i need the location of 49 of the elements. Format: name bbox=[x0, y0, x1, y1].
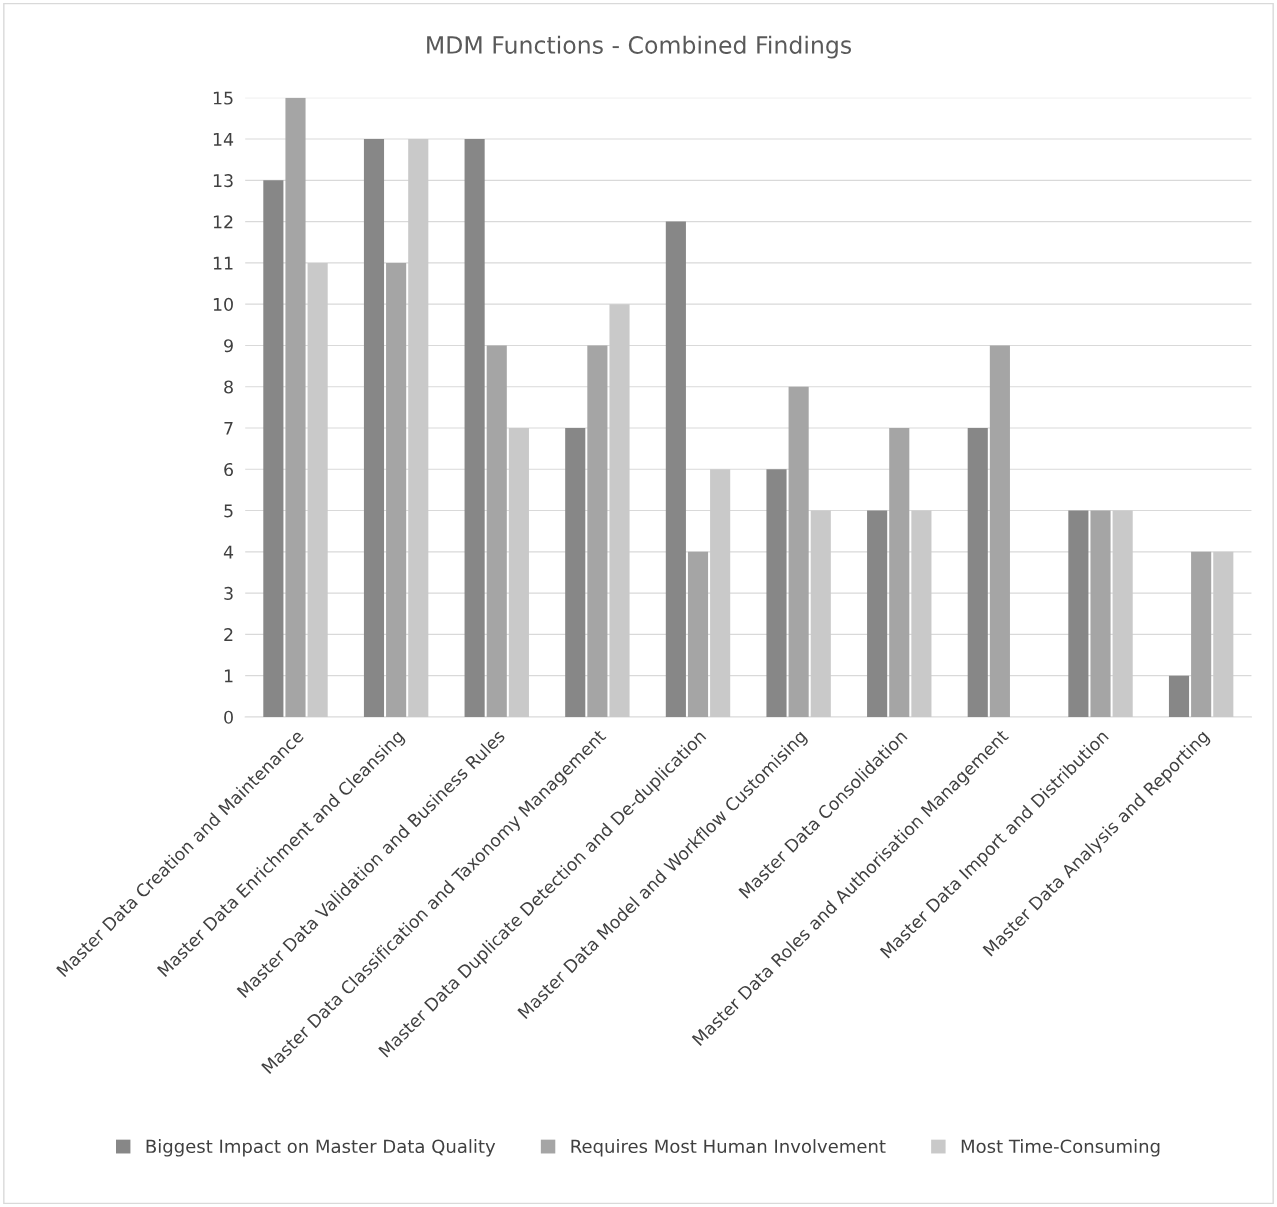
y-tick-label: 9 bbox=[224, 339, 233, 353]
y-tick-label: 6 bbox=[224, 462, 233, 477]
bar bbox=[1213, 551, 1234, 717]
bar bbox=[565, 428, 586, 717]
bar bbox=[1191, 551, 1212, 717]
bar bbox=[989, 345, 1010, 717]
y-tick-label: 8 bbox=[224, 380, 233, 394]
legend-label: Most Time-Consuming bbox=[961, 1139, 1160, 1157]
bar bbox=[263, 180, 284, 717]
bar bbox=[464, 139, 485, 717]
legend-label: Biggest Impact on Master Data Quality bbox=[146, 1139, 496, 1157]
y-tick-label: 1 bbox=[224, 669, 233, 683]
chart-title: MDM Functions - Combined Findings bbox=[427, 35, 852, 59]
bar bbox=[766, 469, 787, 717]
bar bbox=[508, 428, 529, 717]
bar bbox=[408, 139, 429, 717]
bar bbox=[1090, 510, 1111, 717]
bar bbox=[967, 428, 988, 717]
bar bbox=[889, 428, 910, 717]
bar bbox=[710, 469, 731, 717]
bar bbox=[307, 262, 328, 717]
bar bbox=[363, 139, 385, 717]
y-tick-label: 2 bbox=[224, 628, 233, 641]
y-tick-label: 3 bbox=[224, 586, 233, 600]
y-tick-label: 12 bbox=[213, 215, 233, 229]
bar bbox=[587, 345, 608, 717]
bar bbox=[810, 510, 831, 717]
bar bbox=[285, 97, 306, 717]
bar bbox=[486, 345, 507, 717]
bar bbox=[1168, 675, 1190, 717]
bar bbox=[788, 386, 809, 717]
bar bbox=[609, 304, 630, 717]
bar bbox=[665, 221, 686, 717]
bar bbox=[386, 262, 407, 717]
y-tick-label: 13 bbox=[213, 174, 233, 188]
bar bbox=[911, 510, 932, 717]
y-tick-label: 10 bbox=[213, 297, 233, 312]
y-tick-label: 15 bbox=[213, 91, 233, 105]
y-tick-label: 11 bbox=[213, 256, 233, 270]
bar bbox=[1112, 510, 1133, 717]
y-tick-label: 5 bbox=[224, 504, 233, 518]
y-tick-label: 0 bbox=[224, 710, 233, 724]
legend-label: Requires Most Human Involvement bbox=[571, 1139, 886, 1157]
bar bbox=[1068, 510, 1089, 717]
bar bbox=[867, 510, 888, 717]
y-tick-label: 7 bbox=[224, 421, 233, 435]
y-tick-label: 4 bbox=[223, 545, 234, 559]
bar bbox=[687, 551, 709, 717]
y-tick-label: 14 bbox=[213, 132, 234, 146]
